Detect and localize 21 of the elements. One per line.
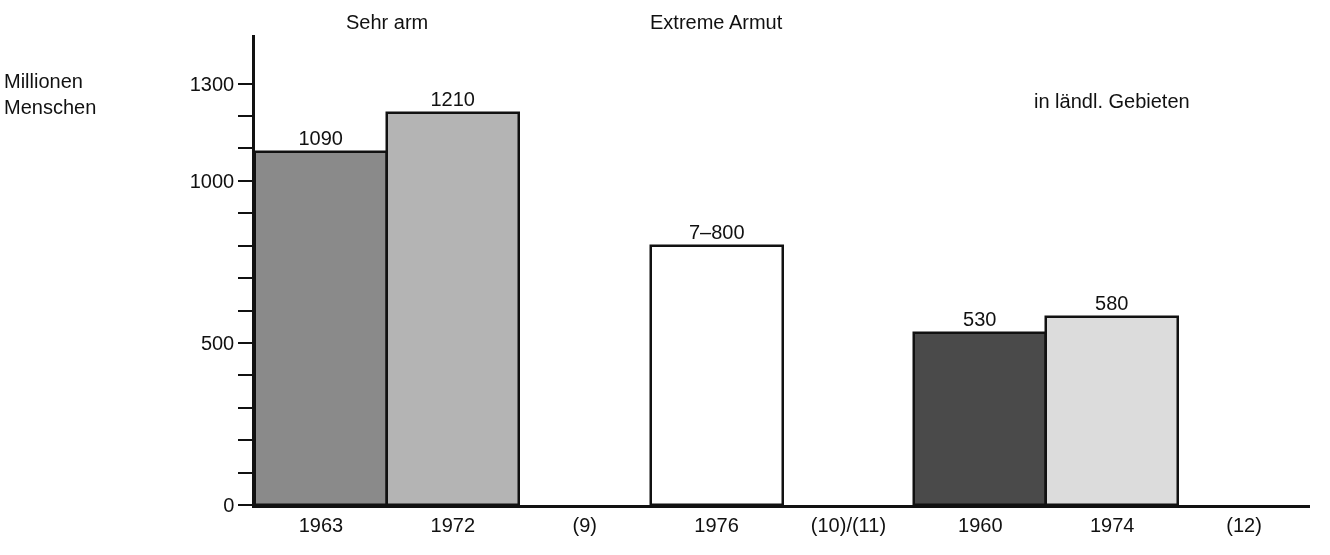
x-tick-label: 1976 bbox=[694, 513, 739, 536]
text: Sehr arm bbox=[346, 11, 429, 33]
x-tick-label: (10)/(11) bbox=[810, 513, 887, 536]
data-label: 530 bbox=[963, 307, 997, 330]
y-axis-title: Millionen Menschen bbox=[4, 70, 97, 118]
data-label: 1090 bbox=[298, 126, 343, 149]
x-tick-label: 1963 bbox=[298, 513, 344, 536]
text: Extreme Armut bbox=[650, 11, 783, 33]
y-tick-label: 1000 bbox=[189, 169, 235, 192]
data-label: 1210 bbox=[430, 87, 475, 110]
x-tick-label: (9) bbox=[572, 513, 597, 536]
data-label: 580 bbox=[1095, 291, 1129, 314]
x-tick-label: 1960 bbox=[958, 513, 1003, 536]
y-tick-label: 0 bbox=[223, 494, 235, 516]
y-tick-label: 500 bbox=[200, 331, 235, 354]
x-tick-label: (12) bbox=[1226, 513, 1262, 536]
annotation: in ländl. Gebieten bbox=[1034, 90, 1190, 112]
x-tick-label: 1974 bbox=[1089, 513, 1135, 536]
y-tick-label: 1300 bbox=[189, 72, 235, 95]
data-label: 7–800 bbox=[688, 220, 745, 243]
x-tick-label: 1972 bbox=[430, 513, 476, 536]
